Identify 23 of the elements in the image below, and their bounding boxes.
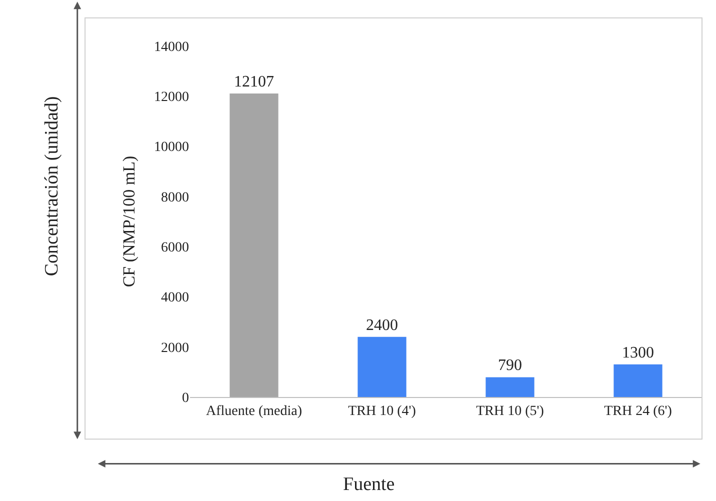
y-tick-label: 8000 <box>161 190 189 206</box>
y-tick-label: 12000 <box>154 90 189 106</box>
x-tick-label: TRH 10 (5') <box>476 404 544 419</box>
x-tick-label: Afluente (media) <box>206 404 302 419</box>
bar <box>614 364 662 397</box>
x-tick-label: TRH 24 (6') <box>604 404 672 419</box>
y-tick-label: 10000 <box>154 140 189 156</box>
y-tick-label: 6000 <box>161 240 189 256</box>
y-axis-title: CF (NMP/100 mL) <box>120 156 139 288</box>
data-label: 2400 <box>366 316 398 334</box>
y-tick-label: 2000 <box>161 340 189 356</box>
text: Concentración (unidad) <box>41 96 62 276</box>
data-label: 1300 <box>622 344 654 362</box>
bar <box>358 336 406 397</box>
y-tick-label: 4000 <box>161 290 189 306</box>
y-tick-label: 14000 <box>154 40 189 55</box>
x-tick-label: TRH 10 (4') <box>348 404 416 419</box>
y-tick-label: 0 <box>182 390 189 406</box>
text: Fuente <box>343 474 395 495</box>
bar <box>486 377 534 397</box>
data-label: 12107 <box>234 73 274 90</box>
data-label: 790 <box>498 357 522 374</box>
bar <box>230 93 278 397</box>
